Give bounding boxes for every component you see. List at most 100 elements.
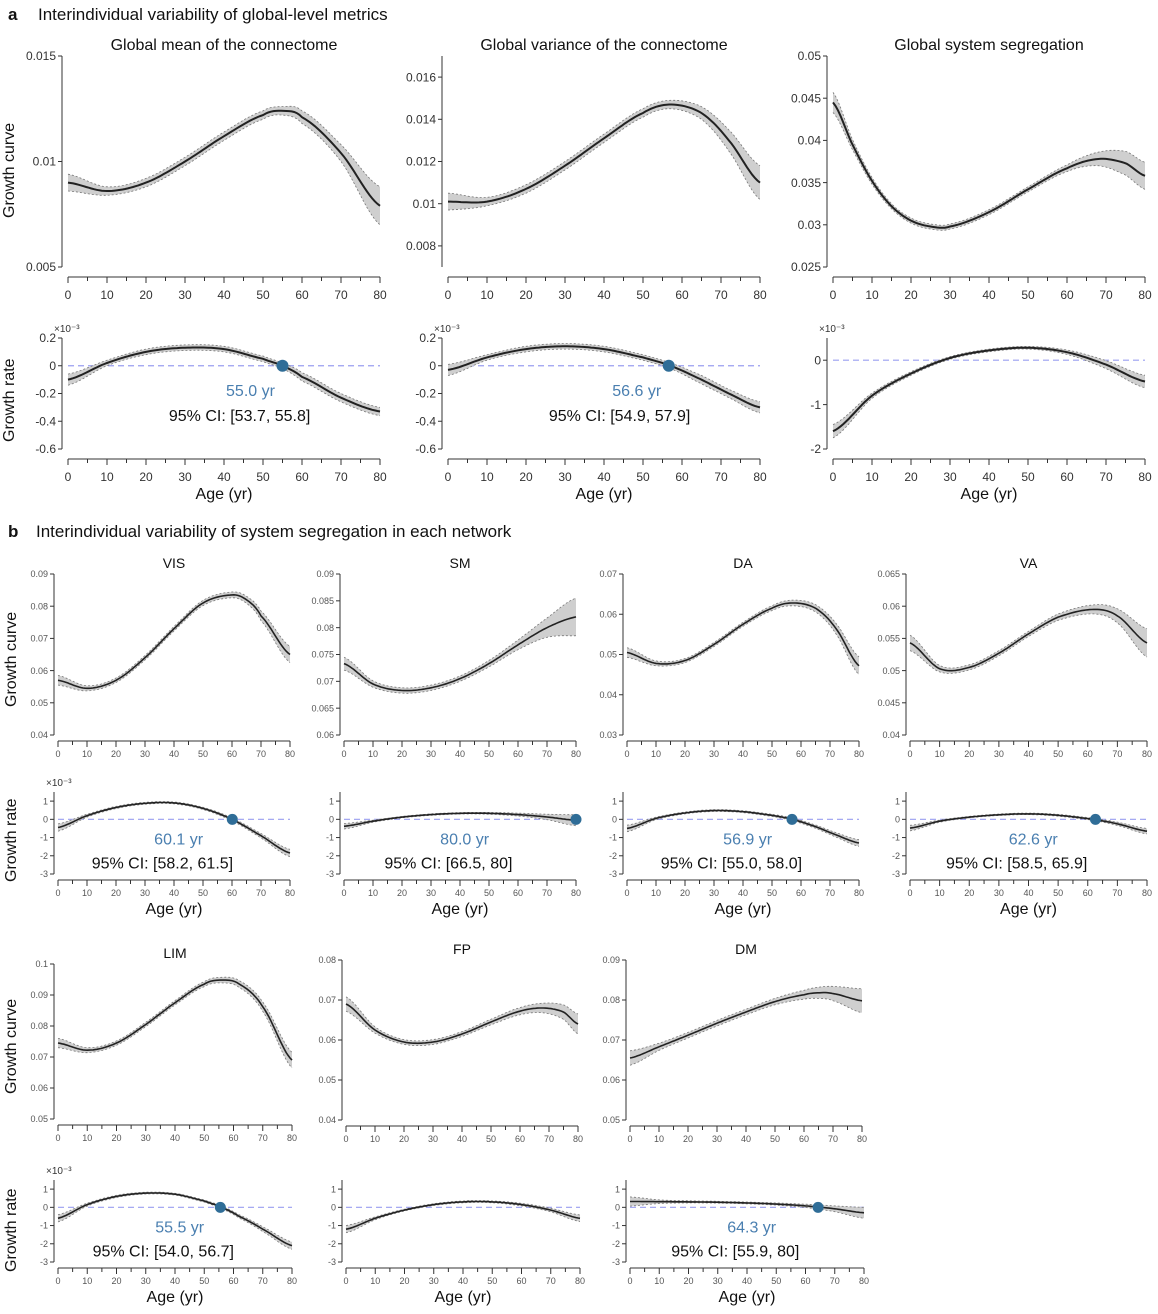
- x-tick-label: 80: [753, 288, 767, 302]
- chart-title: Global system segregation: [894, 37, 1083, 54]
- x-tick-label: 60: [796, 888, 806, 898]
- ci-band: [68, 106, 380, 225]
- x-tick-label: 0: [907, 749, 912, 759]
- y-tick-label: 0.01: [413, 197, 437, 211]
- y-tick-label: 0.06: [316, 730, 334, 740]
- x-tick-label: 80: [285, 749, 295, 759]
- series-line: [67, 346, 381, 413]
- x-tick-label: 60: [295, 288, 309, 302]
- x-tick-label: 50: [1053, 749, 1063, 759]
- y-tick-label: 1: [612, 796, 617, 806]
- y-tick-label: 0.2: [39, 331, 56, 345]
- y-tick-label: -2: [810, 442, 821, 456]
- ci-lower: [67, 349, 381, 417]
- x-tick-label: 10: [82, 749, 92, 759]
- x-tick-label: 10: [651, 749, 661, 759]
- x-tick-label: 70: [714, 470, 728, 484]
- chart-title: FP: [453, 941, 471, 957]
- x-tick-label: 0: [55, 1276, 60, 1286]
- x-tick-label: 20: [397, 888, 407, 898]
- x-tick-label: 40: [738, 749, 748, 759]
- x-tick-label: 20: [111, 749, 121, 759]
- y-tick-label: -1: [612, 1221, 620, 1231]
- x-tick-label: 80: [857, 1134, 867, 1144]
- x-tick-label: 10: [368, 888, 378, 898]
- ci-lower: [345, 1010, 579, 1046]
- peak-ci-label: 95% CI: [58.5, 65.9]: [946, 855, 1087, 872]
- x-tick-label: 30: [709, 749, 719, 759]
- x-tick-label: 10: [865, 288, 879, 302]
- x-tick-label: 50: [484, 749, 494, 759]
- x-tick-label: 80: [753, 470, 767, 484]
- x-tick-label: 30: [140, 888, 150, 898]
- ci-lower: [57, 982, 293, 1069]
- peak-marker: [1089, 813, 1101, 825]
- x-tick-label: 80: [571, 888, 581, 898]
- x-tick-label: 30: [712, 1134, 722, 1144]
- y-tick-label: -1: [810, 398, 821, 412]
- peak-age-label: 56.9 yr: [723, 831, 773, 848]
- x-tick-label: 40: [741, 1134, 751, 1144]
- y-tick-label: 0.03: [599, 730, 617, 740]
- x-tick-label: 60: [513, 888, 523, 898]
- x-tick-label: 70: [542, 888, 552, 898]
- x-tick-label: 30: [178, 470, 192, 484]
- ci-upper: [447, 99, 761, 199]
- y-tick-label: 0.04: [599, 690, 617, 700]
- x-tick-label: 60: [1083, 888, 1093, 898]
- y-tick-label: 0.04: [882, 730, 900, 740]
- peak-age-label: 62.6 yr: [1009, 831, 1059, 848]
- x-tick-label: 60: [295, 470, 309, 484]
- x-tick-label: 60: [227, 749, 237, 759]
- x-tick-label: 30: [429, 1276, 439, 1286]
- y-tick-label: 1: [329, 796, 334, 806]
- y-tick-label: 0.09: [30, 990, 48, 1000]
- y-tick-label: 0.08: [316, 623, 334, 633]
- ci-band: [630, 986, 862, 1066]
- ci-upper: [67, 344, 381, 408]
- x-tick-label: 30: [994, 749, 1004, 759]
- x-tick-label: 30: [558, 288, 572, 302]
- x-tick-label: 20: [680, 888, 690, 898]
- x-tick-label: 10: [82, 1133, 92, 1143]
- x-tick-label: 70: [258, 1133, 268, 1143]
- y-tick-label: -1: [609, 833, 617, 843]
- series-line: [345, 1003, 579, 1045]
- x-tick-label: 40: [169, 888, 179, 898]
- x-tick-label: 50: [198, 749, 208, 759]
- exponent-label: ×10⁻³: [434, 324, 460, 335]
- x-tick-label: 30: [141, 1133, 151, 1143]
- x-tick-label: 0: [341, 888, 346, 898]
- x-tick-label: 50: [770, 1134, 780, 1144]
- y-tick-label: 0.005: [26, 260, 56, 274]
- chart-fp: 0.04 0.05 0.06 0.07 0.08 0 10 20 30 40 50 60 70 80 FP: [318, 941, 583, 1144]
- x-tick-label: 0: [624, 749, 629, 759]
- ci-upper: [832, 345, 1146, 425]
- series-line: [909, 608, 1148, 672]
- x-tick-label: 10: [654, 1276, 664, 1286]
- y-tick-label: 0.07: [318, 995, 336, 1005]
- x-tick-label: 60: [1060, 288, 1074, 302]
- y-tick-label: -0.6: [35, 442, 56, 456]
- series-line: [447, 345, 761, 409]
- x-tick-label: 0: [343, 1134, 348, 1144]
- x-tick-label: 0: [55, 888, 60, 898]
- x-tick-label: 50: [486, 1134, 496, 1144]
- x-tick-label: 0: [627, 1134, 632, 1144]
- x-axis-label: Age (yr): [146, 901, 203, 918]
- x-tick-label: 10: [370, 1276, 380, 1286]
- x-tick-label: 0: [830, 288, 837, 302]
- x-tick-label: 20: [964, 749, 974, 759]
- exponent-label: ×10⁻³: [54, 324, 80, 335]
- x-tick-label: 10: [370, 1134, 380, 1144]
- y-tick-label: 0.07: [599, 569, 617, 579]
- x-tick-label: 0: [445, 288, 452, 302]
- y-tick-label: 0.06: [30, 1083, 48, 1093]
- x-tick-label: 40: [458, 1276, 468, 1286]
- x-tick-label: 50: [767, 888, 777, 898]
- x-tick-label: 30: [426, 749, 436, 759]
- ci-upper: [57, 1191, 293, 1243]
- ci-lower: [343, 635, 577, 694]
